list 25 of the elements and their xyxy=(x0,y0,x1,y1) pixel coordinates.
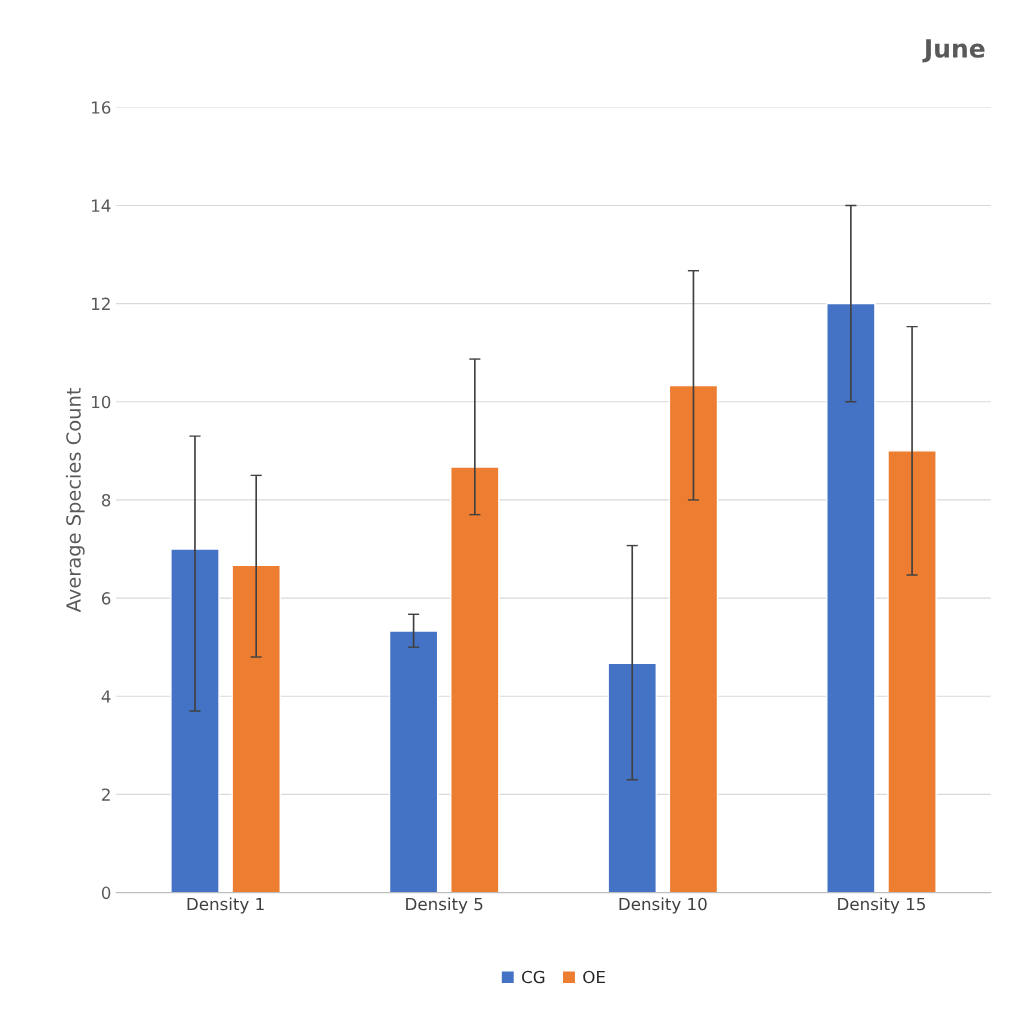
x-tick-label: Density 5 xyxy=(406,897,483,914)
bar xyxy=(388,630,439,893)
x-tick-label: Density 10 xyxy=(619,897,707,914)
y-tick-label: 2 xyxy=(102,788,110,801)
x-tick-label: Density 1 xyxy=(187,897,264,914)
chart-title: June xyxy=(922,39,985,63)
y-tick-label: 6 xyxy=(101,592,111,605)
bar xyxy=(826,302,876,893)
y-tick-label: 16 xyxy=(92,101,111,114)
y-tick-label: 8 xyxy=(101,493,111,507)
x-tick-label: Density 15 xyxy=(838,897,925,914)
legend-label: CG xyxy=(522,970,545,984)
y-tick-label: 12 xyxy=(92,297,110,310)
bar xyxy=(231,564,281,893)
y-tick-label: 14 xyxy=(92,199,111,212)
bar xyxy=(450,466,500,893)
bar xyxy=(887,450,937,893)
legend-label: OE xyxy=(583,970,605,984)
bar xyxy=(170,548,220,893)
bar xyxy=(607,662,657,893)
y-tick-label: 0 xyxy=(101,886,111,900)
y-tick-label: 10 xyxy=(92,395,111,409)
y-tick-label: 4 xyxy=(101,690,111,703)
y-axis-title: Average Species Count xyxy=(65,388,85,613)
bar xyxy=(668,384,719,893)
